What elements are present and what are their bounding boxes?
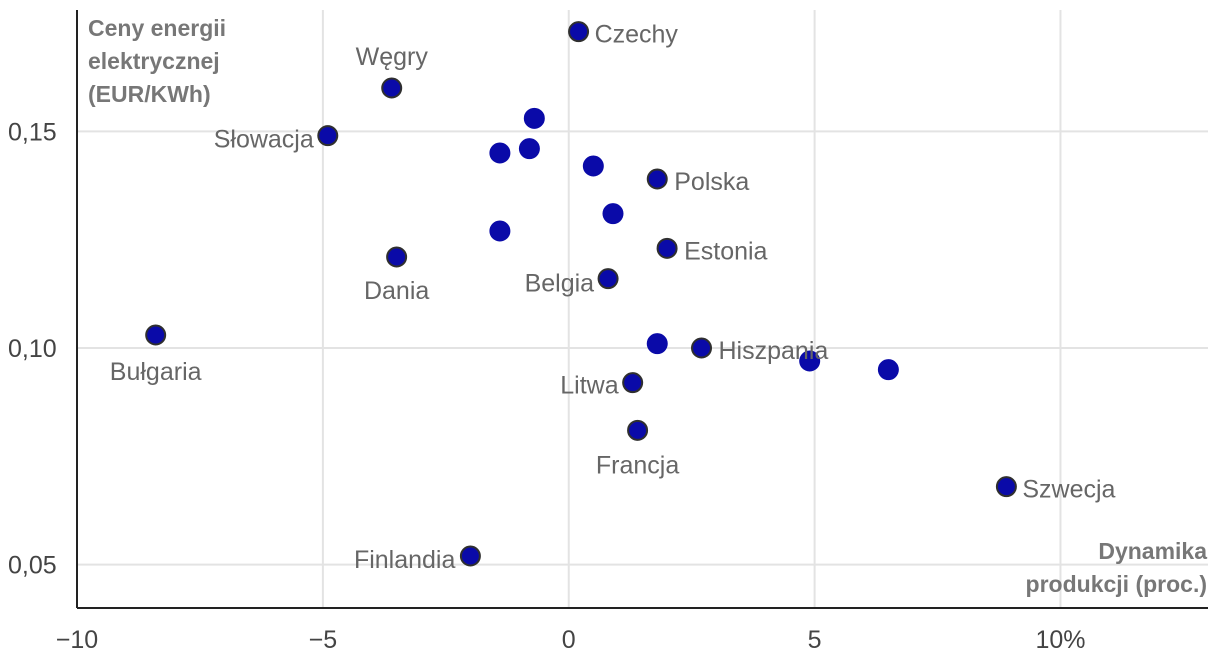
point-label: Estonia bbox=[684, 237, 767, 265]
data-point bbox=[523, 107, 545, 129]
point-label: Litwa bbox=[560, 372, 618, 400]
data-point bbox=[799, 350, 821, 372]
data-point bbox=[877, 359, 899, 381]
data-point bbox=[646, 333, 668, 355]
y-axis-title-line: Ceny energii bbox=[88, 15, 226, 41]
y-tick-label: 0,10 bbox=[8, 335, 57, 363]
x-axis-title-line: Dynamika bbox=[1098, 538, 1207, 564]
point-label: Węgry bbox=[356, 43, 429, 71]
x-tick-label: −10 bbox=[56, 626, 98, 654]
data-point bbox=[489, 220, 511, 242]
x-tick-label: −5 bbox=[309, 626, 338, 654]
data-point-słowacja bbox=[317, 125, 339, 147]
data-point-węgry bbox=[381, 77, 403, 99]
y-axis-title-line: (EUR/KWh) bbox=[88, 81, 211, 107]
x-axis-title-line: produkcji (proc.) bbox=[1026, 571, 1207, 597]
data-point-hiszpania bbox=[691, 337, 713, 359]
axes bbox=[76, 10, 1208, 609]
x-tick-label: 5 bbox=[808, 626, 822, 654]
data-point-szwecja bbox=[995, 476, 1017, 498]
point-label: Hiszpania bbox=[719, 337, 829, 365]
axis-titles: Ceny energii elektrycznej (EUR/KWh) Dynamik… bbox=[88, 15, 1207, 597]
data-point-polska bbox=[646, 168, 668, 190]
point-label: Francja bbox=[596, 451, 679, 479]
data-point bbox=[489, 142, 511, 164]
point-label: Finlandia bbox=[354, 546, 456, 574]
data-point bbox=[518, 138, 540, 160]
grid bbox=[76, 10, 1208, 608]
data-point-francja bbox=[627, 419, 649, 441]
tick-labels: −10 −5 0 5 10% 0,05 0,10 0,15 bbox=[8, 118, 1086, 654]
point-label: Bułgaria bbox=[110, 358, 202, 386]
x-tick-label: 0 bbox=[562, 626, 576, 654]
point-label: Belgia bbox=[525, 270, 595, 298]
data-points bbox=[145, 21, 1017, 567]
data-point-bułgaria bbox=[145, 324, 167, 346]
y-tick-label: 0,05 bbox=[8, 552, 57, 580]
data-point-dania bbox=[386, 246, 408, 268]
y-tick-label: 0,15 bbox=[8, 118, 57, 146]
data-point-litwa bbox=[622, 372, 644, 394]
data-point-czechy bbox=[568, 21, 590, 43]
data-point-estonia bbox=[656, 237, 678, 259]
data-point-belgia bbox=[597, 268, 619, 290]
point-label: Czechy bbox=[595, 21, 679, 49]
x-tick-label: 10% bbox=[1035, 626, 1085, 654]
data-point bbox=[602, 203, 624, 225]
point-label: Słowacja bbox=[214, 126, 314, 154]
data-point bbox=[582, 155, 604, 177]
y-axis-title-line: elektrycznej bbox=[88, 48, 220, 74]
point-label: Polska bbox=[674, 168, 749, 196]
point-label: Szwecja bbox=[1022, 476, 1115, 504]
data-point-finlandia bbox=[459, 545, 481, 567]
point-labels: Czechy Węgry Słowacja Polska Estonia Dania Bel… bbox=[110, 21, 1116, 574]
point-label: Dania bbox=[364, 277, 429, 305]
